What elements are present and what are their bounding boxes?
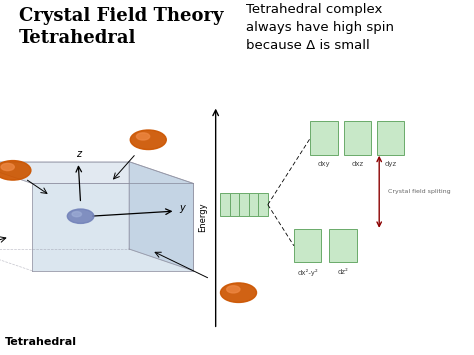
Polygon shape (0, 162, 193, 184)
FancyBboxPatch shape (220, 193, 230, 216)
Text: Tetrahedral complex
always have high spin
because Δ is small: Tetrahedral complex always have high spi… (246, 4, 394, 53)
Text: dyz: dyz (384, 161, 397, 167)
Circle shape (1, 163, 14, 171)
FancyBboxPatch shape (230, 193, 239, 216)
FancyBboxPatch shape (310, 121, 338, 154)
Text: Tetrahedral: Tetrahedral (5, 337, 77, 347)
Text: dx²-y²: dx²-y² (297, 269, 318, 276)
Circle shape (137, 133, 150, 140)
Text: dxy: dxy (318, 161, 330, 167)
Circle shape (72, 212, 82, 217)
Text: z: z (76, 149, 81, 159)
Polygon shape (32, 184, 193, 271)
Circle shape (227, 286, 240, 293)
FancyBboxPatch shape (239, 193, 249, 216)
Circle shape (130, 130, 166, 149)
Text: Energy: Energy (198, 203, 207, 232)
FancyBboxPatch shape (294, 229, 321, 262)
Polygon shape (129, 162, 193, 271)
Circle shape (220, 283, 256, 302)
FancyBboxPatch shape (329, 229, 357, 262)
Circle shape (67, 209, 94, 223)
FancyBboxPatch shape (344, 121, 371, 154)
FancyBboxPatch shape (377, 121, 404, 154)
FancyBboxPatch shape (258, 193, 268, 216)
Text: dz²: dz² (338, 269, 348, 275)
Circle shape (0, 160, 31, 180)
Text: Crystal Field Theory
Tetrahedral: Crystal Field Theory Tetrahedral (19, 7, 223, 47)
Text: Crystal field spliting: Crystal field spliting (388, 189, 450, 194)
Text: dxz: dxz (351, 161, 364, 167)
FancyBboxPatch shape (249, 193, 258, 216)
Text: y: y (180, 203, 185, 213)
